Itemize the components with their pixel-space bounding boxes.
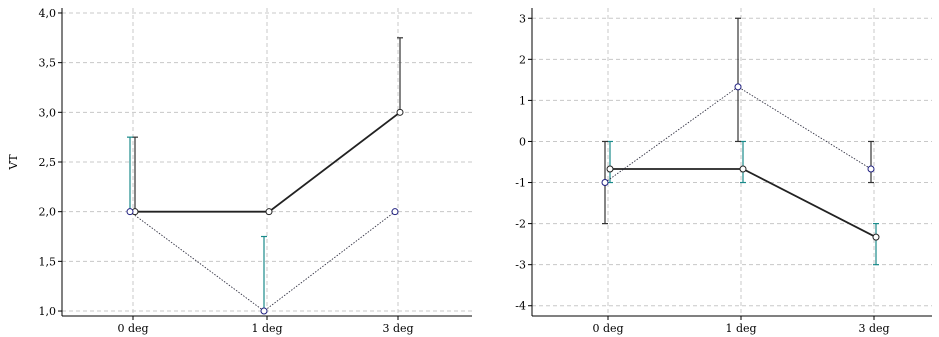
y-tick-label: 2,0	[39, 206, 57, 219]
data-point	[867, 165, 875, 173]
y-tick-label: -1	[515, 177, 526, 190]
data-point	[396, 108, 404, 116]
y-tick-label: 1	[519, 94, 526, 107]
data-point	[606, 165, 614, 173]
x-tick-label: 0 deg	[117, 322, 148, 335]
y-tick-label: 3,5	[39, 57, 57, 70]
x-tick-label: 3 deg	[858, 322, 889, 335]
data-point	[391, 208, 399, 216]
data-point	[601, 179, 609, 187]
data-point	[734, 83, 742, 91]
y-tick-label: -2	[515, 218, 526, 231]
y-tick-label: -4	[515, 300, 526, 313]
series-line-1	[129, 211, 396, 312]
y-tick-label: 4,0	[39, 7, 57, 20]
y-axis-label: VT	[7, 154, 20, 171]
y-tick-label: 0	[519, 135, 526, 148]
y-tick-label: 2	[519, 53, 526, 66]
x-tick-label: 3 deg	[382, 322, 413, 335]
data-point	[260, 307, 268, 315]
data-point	[872, 233, 880, 241]
x-tick-label: 1 deg	[251, 322, 282, 335]
y-tick-label: 2,5	[39, 156, 57, 169]
y-tick-label: -3	[515, 259, 526, 272]
series-line-1	[604, 86, 872, 183]
data-point	[126, 208, 134, 216]
data-point	[739, 165, 747, 173]
y-tick-label: 3,0	[39, 106, 57, 119]
y-tick-label: 1,5	[39, 255, 57, 268]
y-tick-label: 1,0	[39, 305, 57, 318]
y-tick-label: 3	[519, 12, 526, 25]
x-tick-label: 1 deg	[725, 322, 756, 335]
x-tick-label: 0 deg	[592, 322, 623, 335]
chart-left: 1,0 1,5 2,0 2,5 3,0 3,5 4,0 0 deg 1 deg 3 deg VT	[7, 7, 472, 335]
chart-right: -4 -3 -2 -1 0 1 2 3 0 deg 1 deg 3 deg	[515, 8, 932, 335]
data-point	[265, 208, 273, 216]
